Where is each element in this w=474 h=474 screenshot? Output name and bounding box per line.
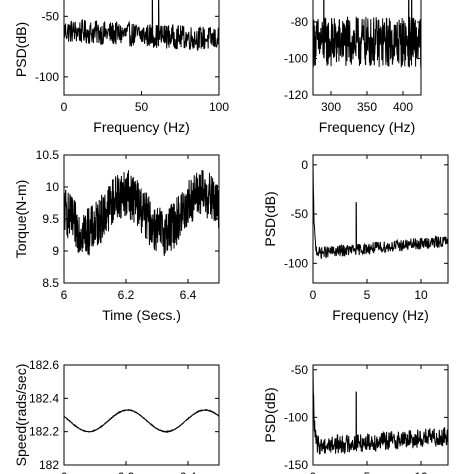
y-tick-label: -120 — [284, 88, 308, 102]
x-tick-label: 0 — [310, 288, 317, 302]
y-tick-label: -100 — [284, 256, 308, 270]
y-tick-label: -150 — [284, 458, 308, 472]
y-tick-label: 10 — [46, 180, 60, 194]
y-tick-label: 182.4 — [29, 391, 59, 405]
y-tick-label: 9 — [52, 244, 59, 258]
x-tick-label: 0 — [310, 470, 317, 474]
y-tick-label: -100 — [284, 51, 308, 65]
series-line — [64, 408, 219, 434]
panel-3: 6 6.2 6.4 8.5 9 9.5 10 10.5 Time (Secs.) Torque(N… — [13, 148, 220, 323]
x-tick-label: 6 — [61, 288, 68, 302]
y-tick-label: -50 — [291, 207, 309, 221]
y-axis-label: Speed(rads/sec) — [13, 364, 29, 467]
y-tick-label: -50 — [291, 363, 309, 377]
series-line — [313, 160, 448, 260]
x-tick-label: 6 — [61, 470, 68, 474]
x-tick-label: 100 — [209, 100, 229, 114]
y-tick-label: 182 — [39, 458, 59, 472]
y-tick-label: 9.5 — [42, 212, 59, 226]
y-tick-label: 8.5 — [42, 276, 59, 290]
y-tick-label: 182.2 — [29, 425, 59, 439]
x-tick-label: 10 — [414, 470, 428, 474]
y-tick-label: -80 — [291, 15, 309, 29]
x-tick-label: 6.4 — [180, 470, 197, 474]
x-tick-label: 6.4 — [180, 288, 197, 302]
y-axis-label: PSD(dB) — [262, 387, 278, 442]
axes-frame — [63, 364, 220, 466]
panel-4: 0 5 10 -100 -50 0 Frequency (Hz) PSD(dB) — [262, 154, 449, 323]
axes-frame — [312, 154, 449, 284]
axes-frame — [63, 0, 220, 96]
series-line — [64, 170, 219, 256]
y-tick-label: 182.6 — [29, 358, 59, 372]
x-tick-label: 50 — [135, 100, 149, 114]
x-tick-label: 5 — [364, 470, 371, 474]
series-line — [313, 365, 448, 455]
x-tick-label: 350 — [357, 100, 377, 114]
y-tick-label: -100 — [284, 410, 308, 424]
y-tick-label: -100 — [35, 70, 59, 84]
x-axis-label: Time (Secs.) — [102, 307, 181, 323]
x-axis-label: Frequency (Hz) — [319, 119, 415, 135]
x-tick-label: 6.2 — [118, 470, 135, 474]
y-axis-label: PSD(dB) — [262, 191, 278, 246]
x-tick-label: 300 — [321, 100, 341, 114]
x-tick-label: 0 — [61, 100, 68, 114]
y-axis-label: Torque(N-m) — [13, 180, 29, 259]
x-tick-label: 5 — [364, 288, 371, 302]
x-axis-label: Frequency (Hz) — [93, 119, 189, 135]
axes-frame — [312, 364, 449, 466]
y-tick-label: -50 — [42, 9, 60, 23]
panel-1: 0 50 100 -100 -50 Frequency (Hz) PSD(dB) — [13, 0, 229, 135]
y-axis-label: PSD(dB) — [13, 22, 29, 77]
y-tick-label: 10.5 — [36, 148, 60, 162]
series-line — [64, 0, 219, 52]
y-tick-label: 0 — [301, 158, 308, 172]
x-tick-label: 400 — [393, 100, 413, 114]
x-tick-label: 6.2 — [118, 288, 135, 302]
series-line — [313, 0, 421, 68]
panel-6: 0 5 10 -150 -100 -50 PSD(dB) — [262, 363, 449, 474]
x-tick-label: 10 — [414, 288, 428, 302]
x-axis-label: Frequency (Hz) — [332, 307, 428, 323]
